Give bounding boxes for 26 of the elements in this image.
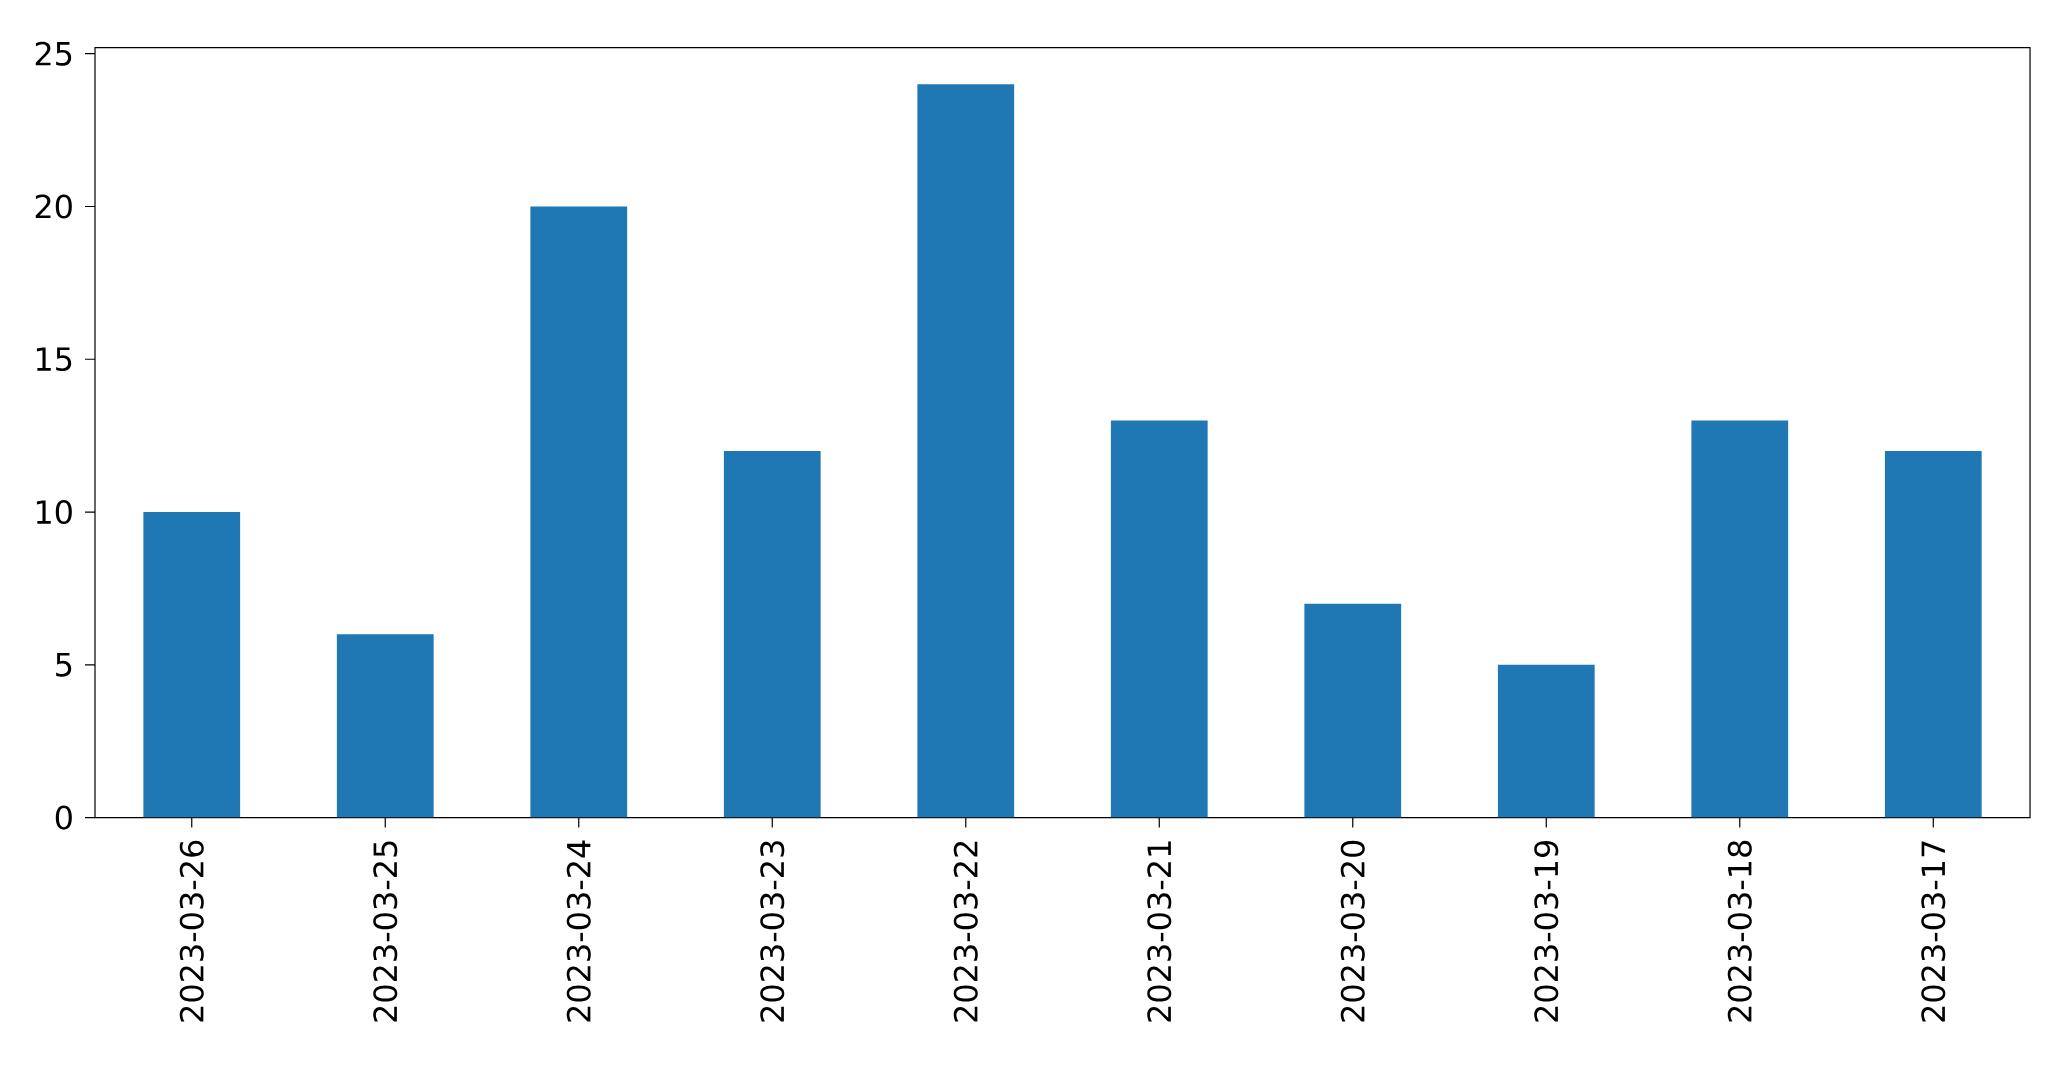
- bar: [336, 634, 434, 818]
- y-tick-label: 5: [56, 652, 72, 677]
- y-tick-label: 25: [35, 41, 72, 66]
- x-tick-label: 2023-03-17: [1921, 841, 1946, 1022]
- bar: [1110, 420, 1208, 818]
- x-tick-label: 2023-03-24: [566, 840, 591, 1022]
- x-tick-label: 2023-03-25: [373, 841, 398, 1022]
- bar: [1691, 420, 1789, 818]
- x-tick-label: 2023-03-20: [1340, 840, 1365, 1022]
- bar: [1884, 450, 1982, 818]
- bar: [723, 450, 821, 818]
- bar: [917, 84, 1015, 818]
- x-tick-label: 2023-03-26: [179, 840, 204, 1022]
- x-tick-label: 2023-03-18: [1727, 840, 1752, 1022]
- bar: [530, 206, 628, 818]
- y-tick-label: 20: [35, 194, 72, 219]
- x-tick-label: 2023-03-19: [1534, 840, 1559, 1022]
- bar: [143, 512, 241, 818]
- bar: [1497, 664, 1595, 818]
- bar: [1304, 603, 1402, 818]
- x-tick-label: 2023-03-21: [1147, 841, 1172, 1022]
- y-tick-label: 0: [55, 805, 72, 830]
- y-tick-label: 15: [36, 347, 72, 372]
- x-tick-label: 2023-03-22: [953, 841, 978, 1022]
- y-tick-label: 10: [36, 499, 72, 525]
- x-tick-label: 2023-03-23: [760, 841, 785, 1022]
